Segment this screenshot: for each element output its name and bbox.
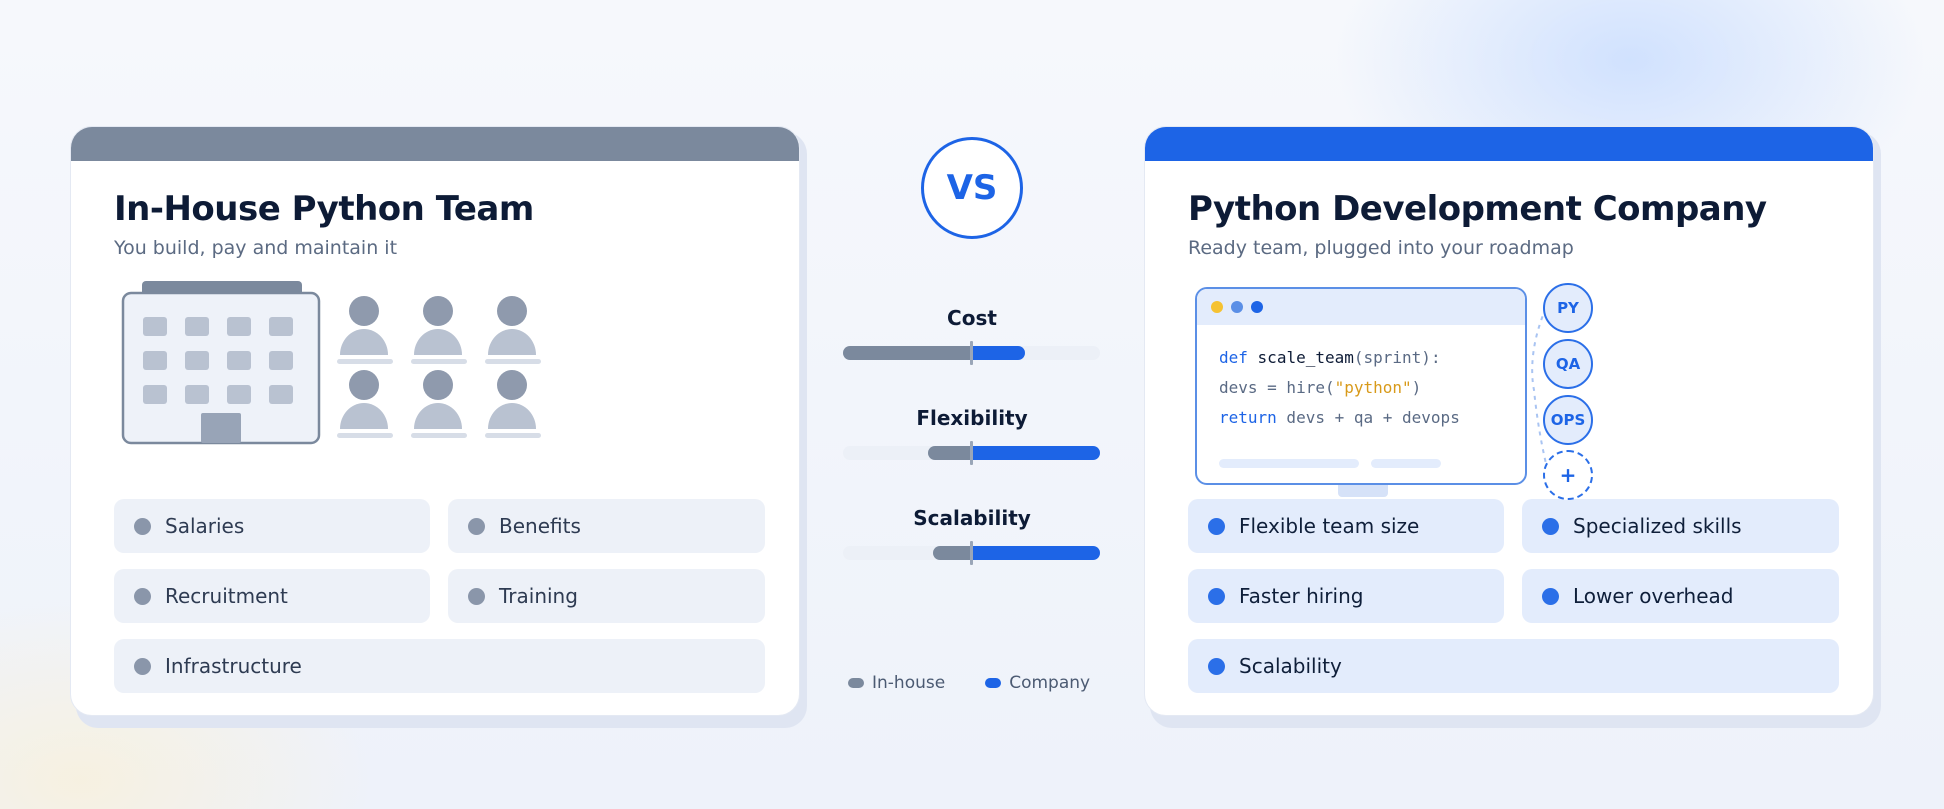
monitor-stand: [1338, 485, 1388, 497]
add-member-icon: +: [1543, 450, 1593, 500]
bullet-dot-icon: [468, 517, 485, 535]
item-label: Scalability: [1239, 654, 1342, 678]
skill-badge-py: PY: [1543, 283, 1593, 333]
metric-label-flexibility: Flexibility: [916, 406, 1028, 430]
window-dot-icon: [1251, 301, 1263, 313]
cost-item-recruitment: Recruitment: [114, 569, 430, 623]
in-house-bar-segment: [932, 546, 972, 560]
window-titlebar: [1197, 289, 1525, 325]
skill-badge-ops: OPS: [1543, 395, 1593, 445]
bullet-dot-icon: [134, 517, 151, 535]
code-snippet: def scale_team(sprint):devs = hire("pyth…: [1197, 325, 1525, 433]
company-bar-segment: [971, 346, 1026, 360]
bullet-dot-icon: [468, 587, 485, 605]
benefit-item-scalability: Scalability: [1188, 639, 1839, 693]
item-label: Specialized skills: [1573, 514, 1742, 538]
cost-item-infrastructure: Infrastructure: [114, 639, 765, 693]
person-icon: [485, 296, 541, 364]
legend-swatch-in-house: [848, 678, 864, 688]
bullet-dot-icon: [1542, 587, 1559, 605]
bullet-dot-icon: [1208, 657, 1225, 675]
metric-label-scalability: Scalability: [913, 506, 1031, 530]
cost-item-salaries: Salaries: [114, 499, 430, 553]
person-icon: [411, 296, 467, 364]
item-label: Flexible team size: [1239, 514, 1420, 538]
card-title: Python Development Company: [1188, 189, 1767, 229]
in-house-bar-segment: [843, 346, 972, 360]
bullet-dot-icon: [134, 657, 151, 675]
card-title: In-House Python Team: [114, 189, 534, 229]
in-house-card: In-House Python Team You build, pay and …: [70, 126, 800, 716]
badge-connector: [1531, 307, 1549, 473]
legend: In-house Company: [848, 673, 1090, 693]
person-icon: [485, 370, 541, 438]
window-dot-icon: [1211, 301, 1223, 313]
bar-center-marker: [970, 541, 973, 565]
bar-center-marker: [970, 441, 973, 465]
code-line-3: return devs + qa + devops: [1219, 408, 1460, 427]
benefit-item-flexible-team-size: Flexible team size: [1188, 499, 1504, 553]
window-dot-icon: [1231, 301, 1243, 313]
company-bar-segment: [971, 546, 1100, 560]
card-subtitle: Ready team, plugged into your roadmap: [1188, 237, 1574, 259]
benefit-item-specialized-skills: Specialized skills: [1522, 499, 1839, 553]
legend-swatch-company: [985, 678, 1002, 688]
bullet-dot-icon: [134, 587, 151, 605]
item-label: Salaries: [165, 514, 245, 538]
benefit-item-lower-overhead: Lower overhead: [1522, 569, 1839, 623]
code-editor-window: def scale_team(sprint):devs = hire("pyth…: [1195, 287, 1527, 485]
item-label: Faster hiring: [1239, 584, 1364, 608]
team-people-illustration: [335, 293, 545, 467]
skill-badge-qa: QA: [1543, 339, 1593, 389]
person-icon: [337, 296, 393, 364]
company-bar-segment: [971, 446, 1100, 460]
cost-item-benefits: Benefits: [448, 499, 765, 553]
card-header-bar: [1145, 127, 1873, 161]
code-line-1: def scale_team(sprint):: [1219, 348, 1441, 367]
bar-center-marker: [970, 341, 973, 365]
item-label: Training: [499, 584, 578, 608]
item-label: Benefits: [499, 514, 581, 538]
in-house-bar-segment: [927, 446, 972, 460]
person-icon: [411, 370, 467, 438]
bullet-dot-icon: [1542, 517, 1559, 535]
item-label: Recruitment: [165, 584, 288, 608]
legend-label: Company: [1009, 673, 1091, 693]
legend-item-company: Company: [985, 673, 1090, 693]
card-subtitle: You build, pay and maintain it: [114, 237, 398, 259]
item-label: Infrastructure: [165, 654, 302, 678]
cost-item-training: Training: [448, 569, 765, 623]
bullet-dot-icon: [1208, 587, 1225, 605]
bullet-dot-icon: [1208, 517, 1225, 535]
office-building-icon: [121, 277, 341, 581]
code-line-2: devs = hire("python"): [1219, 378, 1422, 397]
code-placeholder-lines: [1219, 459, 1441, 468]
legend-label: In-house: [872, 673, 946, 693]
metric-label-cost: Cost: [947, 306, 997, 330]
vs-badge: VS: [921, 137, 1023, 239]
card-header-bar: [71, 127, 799, 161]
legend-item-in-house: In-house: [848, 673, 945, 693]
benefit-item-faster-hiring: Faster hiring: [1188, 569, 1504, 623]
item-label: Lower overhead: [1573, 584, 1734, 608]
person-icon: [337, 370, 393, 438]
